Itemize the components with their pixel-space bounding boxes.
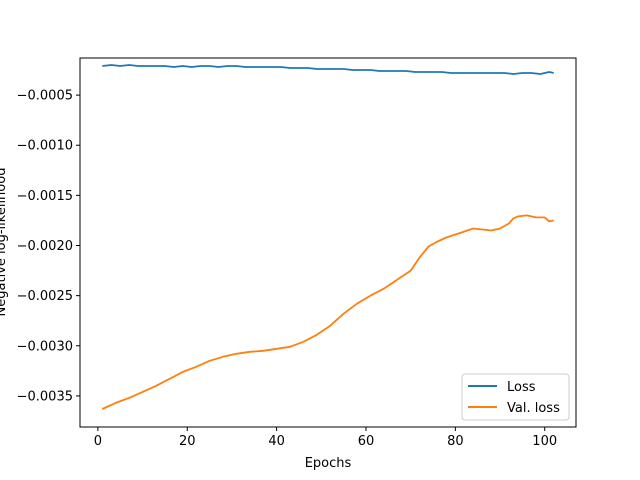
series-layer bbox=[101, 64, 554, 410]
legend: Loss Val. loss bbox=[461, 373, 570, 421]
y-axis-label: Negative log-likelihood bbox=[0, 168, 9, 317]
plot-area bbox=[80, 58, 576, 427]
x-tick-label: 20 bbox=[179, 434, 196, 449]
y-tick-label: −0.0035 bbox=[17, 389, 73, 404]
y-tick-label: −0.0005 bbox=[17, 89, 73, 104]
plot-frame bbox=[79, 57, 577, 428]
y-axis-ticks: −0.0035 −0.0030 −0.0025 −0.0020 −0.0015 −0.00… bbox=[17, 89, 80, 404]
y-tick-label: −0.0025 bbox=[17, 289, 73, 304]
legend-label-loss: Loss bbox=[507, 380, 536, 395]
x-axis-ticks: 0 20 40 60 80 100 bbox=[94, 427, 557, 449]
y-tick-label: −0.0030 bbox=[17, 339, 73, 354]
x-tick-label: 0 bbox=[94, 434, 102, 449]
y-tick-label: −0.0020 bbox=[17, 239, 73, 254]
x-axis-label: Epochs bbox=[305, 456, 352, 471]
legend-label-val-loss: Val. loss bbox=[507, 401, 560, 416]
x-tick-label: 60 bbox=[358, 434, 375, 449]
x-tick-label: 100 bbox=[532, 434, 557, 449]
y-tick-label: −0.0010 bbox=[17, 139, 73, 154]
x-tick-label: 80 bbox=[447, 434, 464, 449]
series-line-val-loss bbox=[101, 214, 554, 410]
x-tick-label: 40 bbox=[268, 434, 285, 449]
y-tick-label: −0.0015 bbox=[17, 189, 73, 204]
series-line-loss bbox=[102, 64, 554, 75]
